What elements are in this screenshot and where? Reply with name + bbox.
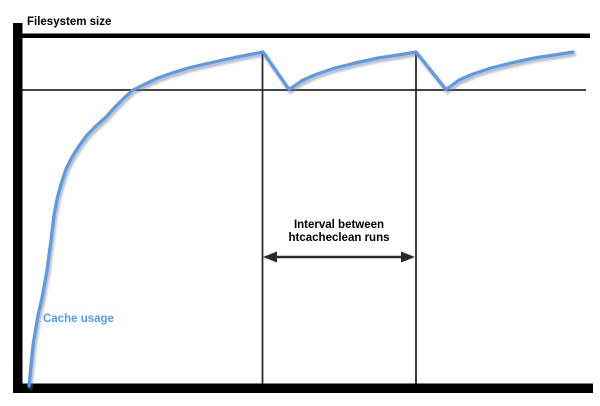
interval-annotation-line1: Interval between — [293, 219, 385, 231]
y-axis-line — [13, 23, 23, 393]
filesystem-size-line — [22, 33, 590, 38]
interval-arrow-head-right-icon — [401, 251, 415, 263]
filesystem-size-label: Filesystem size — [27, 16, 112, 28]
interval-annotation: Interval between htcacheclean runs — [259, 219, 419, 245]
cache-usage-curve — [27, 50, 575, 388]
interval-arrow-head-left-icon — [263, 251, 277, 263]
x-axis-line — [13, 383, 593, 393]
cache-usage-curve-shadow — [28, 52, 577, 391]
cache-usage-label: Cache usage — [43, 313, 114, 325]
interval-annotation-line2: htcacheclean runs — [288, 232, 390, 244]
